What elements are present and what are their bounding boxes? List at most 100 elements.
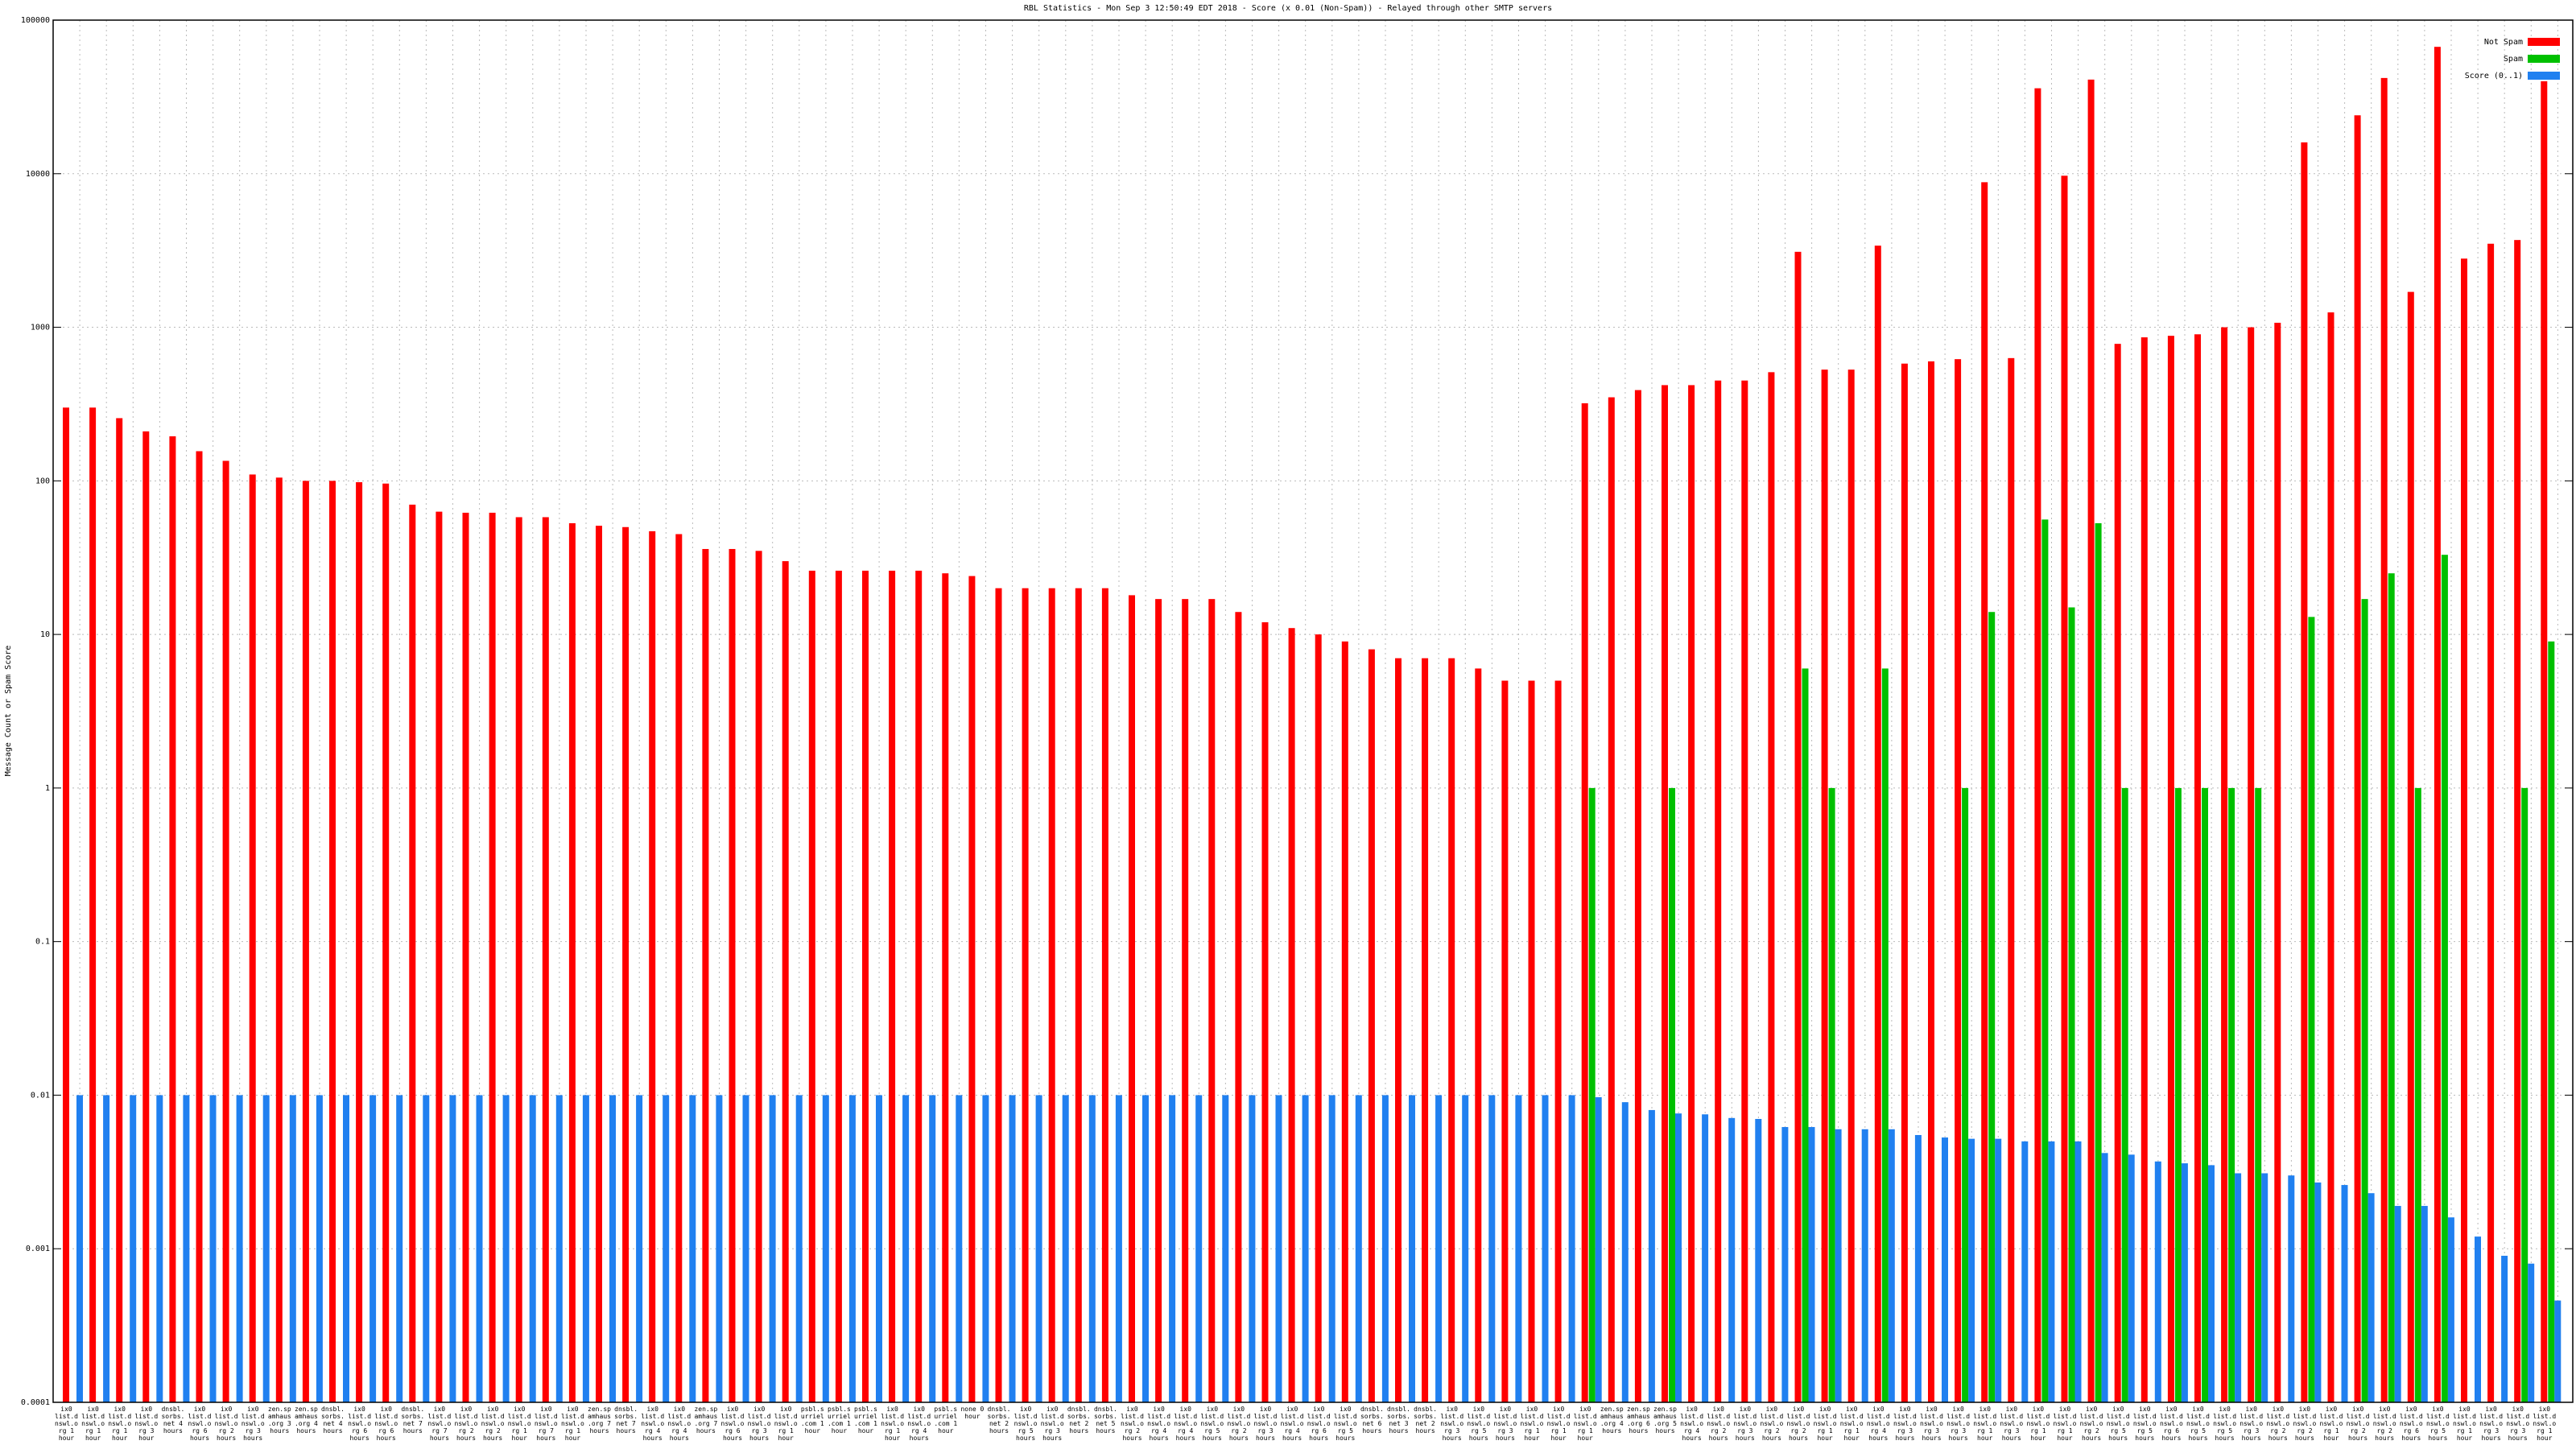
bar — [1355, 1095, 1362, 1402]
bar — [1828, 787, 1835, 1402]
bar — [675, 534, 683, 1402]
bar — [1595, 1096, 1602, 1402]
y-tick-label: 100000 — [21, 16, 50, 25]
x-tick-label: ix0 list.dnswl.org 4 hours — [1174, 1406, 1198, 1442]
bar — [1634, 390, 1641, 1403]
x-tick-label: ix0 list.dnswl.org 1 hour — [560, 1406, 584, 1442]
bar — [1888, 1129, 1895, 1402]
x-tick-label: ix0 list.dnswl.org 5 hours — [1333, 1406, 1357, 1442]
bar — [1208, 599, 1216, 1402]
bar — [1528, 680, 1535, 1402]
bar — [1968, 1138, 1975, 1402]
x-tick-label: ix0 list.dnswl.org 2 hours — [1227, 1406, 1251, 1442]
plot-frame — [52, 19, 2574, 1403]
x-tick-label: ix0 list.dnswl.org 2 hours — [1121, 1406, 1144, 1442]
bar — [2341, 1185, 2348, 1402]
bar — [2181, 1163, 2188, 1402]
bar — [2041, 519, 2049, 1402]
bar — [876, 1095, 882, 1402]
x-tick-label: ix0 list.dnswl.org 2 hours — [214, 1406, 238, 1442]
x-tick-label: dnsbl.sorbs.net 7 hours — [614, 1406, 638, 1435]
bar — [2327, 312, 2334, 1403]
bar — [1129, 595, 1135, 1402]
legend-label: Score (0..1) — [2465, 72, 2523, 80]
bar — [156, 1095, 163, 1402]
bar — [222, 460, 229, 1403]
bar — [663, 1095, 670, 1402]
bar — [982, 1095, 989, 1402]
bar — [2487, 243, 2495, 1402]
bar — [1381, 1095, 1389, 1402]
bar — [2074, 1141, 2082, 1402]
x-tick-label: ix0 list.dnswl.org 1 hour — [2319, 1406, 2343, 1442]
x-tick-label: ix0 list.dnswl.org 2 hours — [2372, 1406, 2396, 1442]
x-tick-label: ix0 list.dnswl.org 2 hours — [1707, 1406, 1731, 1442]
bar — [1861, 1129, 1868, 1402]
x-tick-label: ix0 list.dnswl.org 1 hour — [1546, 1406, 1571, 1442]
bar — [2434, 47, 2441, 1403]
x-tick-label: ix0 list.dnswl.org 4 hours — [1280, 1406, 1304, 1442]
bar — [502, 1095, 510, 1402]
y-tick-label: 100 — [35, 477, 50, 485]
bar — [1275, 1095, 1282, 1402]
x-tick-label: ix0 list.dnswl.org 3 hours — [1733, 1406, 1757, 1442]
bar — [2354, 115, 2361, 1402]
bar — [1195, 1095, 1203, 1402]
bar — [316, 1095, 323, 1402]
bar — [755, 551, 762, 1403]
x-tick-label: ix0 list.dnswl.org 5 hours — [1013, 1406, 1038, 1442]
x-tick-label: dnsbl.sorbs.net 2 hours — [1067, 1406, 1091, 1435]
bar — [1981, 182, 1988, 1402]
bar — [862, 570, 869, 1403]
x-tick-label: ix0 list.dnswl.org 3 hour — [134, 1406, 159, 1442]
x-tick-label: ix0 list.dnswl.org 1 hour — [1573, 1406, 1597, 1442]
bar — [1794, 251, 1802, 1402]
bar — [1715, 380, 1722, 1403]
bar — [1874, 246, 1881, 1403]
bar — [1462, 1095, 1469, 1402]
x-tick-label: ix0 list.dnswl.org 3 hours — [1920, 1406, 1943, 1442]
bar — [1261, 622, 1269, 1402]
bar — [2128, 1154, 2135, 1402]
bar — [1669, 787, 1675, 1402]
bar — [1288, 628, 1295, 1402]
bar — [636, 1095, 643, 1402]
bar — [1554, 680, 1562, 1402]
x-tick-label: ix0 list.dnswl.org 3 hours — [1253, 1406, 1278, 1442]
bar — [1662, 385, 1668, 1403]
bar — [329, 481, 336, 1403]
bar — [1688, 385, 1695, 1403]
legend-swatch — [2528, 38, 2560, 46]
bar — [568, 522, 576, 1403]
x-tick-label: ix0 list.dnswl.org 3 hours — [2479, 1406, 2504, 1442]
bar — [2167, 336, 2174, 1403]
bar — [116, 418, 123, 1402]
x-tick-label: dnsbl.sorbs.net 2 hours — [987, 1406, 1011, 1435]
x-tick-label: ix0 list.dnswl.org 7 hours — [427, 1406, 452, 1442]
bar — [2154, 1161, 2161, 1402]
bar — [169, 436, 176, 1402]
bar — [2095, 522, 2102, 1403]
bar — [2447, 1217, 2454, 1402]
bar — [1955, 359, 1962, 1402]
x-tick-label: ix0 list.dnswl.org 4 hours — [667, 1406, 691, 1442]
x-tick-label: ix0 list.dnswl.org 1 hour — [774, 1406, 798, 1442]
bar — [929, 1095, 936, 1402]
bar — [1988, 612, 1996, 1402]
x-tick-label: ix0 list.dnswl.org 3 hours — [1493, 1406, 1517, 1442]
x-tick-label: ix0 list.dnswl.org 1 hour — [108, 1406, 132, 1442]
bar — [1781, 1127, 1789, 1402]
bar — [2235, 1173, 2242, 1402]
bar — [196, 451, 203, 1402]
x-tick-label: psbl.surriel.com 1 hour — [934, 1406, 958, 1435]
bar — [555, 1095, 563, 1402]
bar — [1755, 1118, 1762, 1402]
bar — [2475, 1236, 2481, 1402]
bar — [1928, 361, 1934, 1402]
bar — [2528, 1263, 2535, 1402]
bar — [2361, 599, 2368, 1402]
x-tick-label: ix0 list.dnswl.org 1 hour — [881, 1406, 905, 1442]
bar — [142, 431, 150, 1402]
bar — [1675, 1113, 1682, 1402]
bar — [848, 1095, 856, 1402]
